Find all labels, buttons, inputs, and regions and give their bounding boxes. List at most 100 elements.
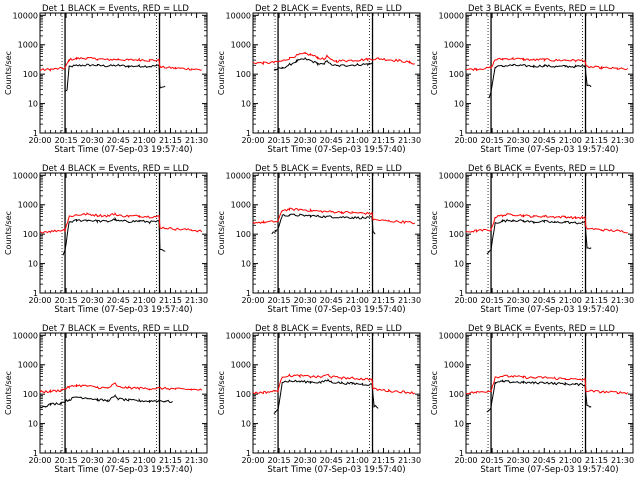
x-tick-label: 21:00 xyxy=(133,136,156,145)
chart-panel: Det 8 BLACK = Events, RED = LLD 1 10 100 100… xyxy=(217,324,421,475)
x-tick-label: 20:30 xyxy=(507,136,530,145)
x-tick-label: 21:00 xyxy=(559,136,582,145)
chart-title: Det 2 BLACK = Events, RED = LLD xyxy=(255,4,402,14)
chart-panel: Det 2 BLACK = Events, RED = LLD 1 10 100 100… xyxy=(217,4,421,155)
y-axis-label: Counts/sec xyxy=(430,211,439,255)
x-tick-label: 21:15 xyxy=(372,456,395,465)
x-tick-label: 20:45 xyxy=(533,296,556,305)
y-tick-label: 100 xyxy=(23,70,38,79)
y-tick-label: 100 xyxy=(449,70,464,79)
x-tick-label: 21:00 xyxy=(559,296,582,305)
chart-panel: Det 4 BLACK = Events, RED = LLD 1 10 100 100… xyxy=(4,164,208,315)
chart-title: Det 3 BLACK = Events, RED = LLD xyxy=(468,4,615,14)
x-tick-label: 20:00 xyxy=(241,456,264,465)
x-tick-label: 20:30 xyxy=(507,456,530,465)
chart-title: Det 8 BLACK = Events, RED = LLD xyxy=(255,324,402,334)
chart-panel: Det 3 BLACK = Events, RED = LLD 1 10 100 100… xyxy=(430,4,634,155)
x-tick-label: 20:45 xyxy=(107,296,130,305)
y-tick-label: 10 xyxy=(28,260,38,269)
chart-title: Det 1 BLACK = Events, RED = LLD xyxy=(42,4,189,14)
y-tick-label: 100 xyxy=(236,230,251,239)
x-tick-label: 20:15 xyxy=(268,296,291,305)
chart-title: Det 9 BLACK = Events, RED = LLD xyxy=(468,324,615,334)
x-tick-label: 20:15 xyxy=(55,456,78,465)
x-tick-label: 20:15 xyxy=(55,296,78,305)
x-tick-label: 20:45 xyxy=(533,136,556,145)
chart-panel: Det 7 BLACK = Events, RED = LLD 1 10 100 100… xyxy=(4,324,208,475)
x-tick-label: 21:00 xyxy=(346,456,369,465)
y-axis-label: Counts/sec xyxy=(4,371,13,415)
x-tick-label: 20:00 xyxy=(454,296,477,305)
y-tick-label: 10 xyxy=(454,420,464,429)
y-tick-label: 10000 xyxy=(13,171,38,180)
x-axis-label: Start Time (07-Sep-03 19:57:40) xyxy=(267,465,405,475)
y-tick-label: 10000 xyxy=(439,171,464,180)
x-tick-label: 20:00 xyxy=(454,456,477,465)
x-axis-label: Start Time (07-Sep-03 19:57:40) xyxy=(267,145,405,155)
y-tick-label: 1 xyxy=(459,129,464,138)
x-tick-label: 21:30 xyxy=(185,136,208,145)
y-tick-label: 1000 xyxy=(18,201,38,210)
x-tick-label: 21:30 xyxy=(398,296,421,305)
x-tick-label: 20:00 xyxy=(241,296,264,305)
y-tick-label: 1 xyxy=(459,289,464,298)
y-tick-label: 10 xyxy=(28,420,38,429)
x-tick-label: 21:15 xyxy=(585,456,608,465)
y-tick-label: 1000 xyxy=(231,201,251,210)
y-tick-label: 10000 xyxy=(13,331,38,340)
lld-series-line xyxy=(252,373,416,395)
y-axis-label: Counts/sec xyxy=(4,211,13,255)
y-tick-label: 10 xyxy=(28,100,38,109)
y-tick-label: 10000 xyxy=(226,11,251,20)
x-tick-label: 21:30 xyxy=(185,296,208,305)
chart-title: Det 4 BLACK = Events, RED = LLD xyxy=(42,164,189,174)
chart-title: Det 6 BLACK = Events, RED = LLD xyxy=(468,164,615,174)
events-series-line xyxy=(39,394,173,409)
x-tick-label: 21:00 xyxy=(133,456,156,465)
y-tick-label: 10 xyxy=(454,260,464,269)
x-tick-label: 21:00 xyxy=(346,136,369,145)
events-series-line xyxy=(64,63,166,92)
chart-panel: Det 1 BLACK = Events, RED = LLD 1 10 100 100… xyxy=(4,4,208,155)
events-series-line xyxy=(486,218,592,255)
y-tick-label: 100 xyxy=(236,390,251,399)
x-tick-label: 20:00 xyxy=(241,136,264,145)
x-tick-label: 20:45 xyxy=(320,456,343,465)
chart-panel: Det 9 BLACK = Events, RED = LLD 1 10 100 100… xyxy=(430,324,634,475)
y-tick-label: 10 xyxy=(454,100,464,109)
x-tick-label: 21:30 xyxy=(611,456,634,465)
y-tick-label: 10 xyxy=(241,260,251,269)
x-tick-label: 21:15 xyxy=(585,296,608,305)
x-axis-label: Start Time (07-Sep-03 19:57:40) xyxy=(480,465,618,475)
y-tick-label: 100 xyxy=(449,230,464,239)
lld-series-line xyxy=(39,382,203,394)
y-tick-label: 1 xyxy=(33,129,38,138)
lld-series-line xyxy=(39,56,202,72)
y-tick-label: 1 xyxy=(246,449,251,458)
x-axis-label: Start Time (07-Sep-03 19:57:40) xyxy=(54,305,192,315)
y-tick-label: 10000 xyxy=(439,331,464,340)
x-tick-label: 20:15 xyxy=(268,136,291,145)
x-tick-label: 21:30 xyxy=(185,456,208,465)
events-series-line xyxy=(271,213,376,235)
lld-series-line xyxy=(39,211,203,234)
y-tick-label: 10 xyxy=(241,100,251,109)
x-tick-label: 20:30 xyxy=(294,456,317,465)
events-series-line xyxy=(62,216,166,256)
x-tick-label: 21:30 xyxy=(611,296,634,305)
x-tick-label: 20:00 xyxy=(28,456,51,465)
y-axis-label: Counts/sec xyxy=(217,51,226,95)
x-tick-label: 21:15 xyxy=(159,456,182,465)
y-tick-label: 1000 xyxy=(231,41,251,50)
y-tick-label: 1000 xyxy=(444,41,464,50)
y-tick-label: 10000 xyxy=(439,11,464,20)
x-tick-label: 20:30 xyxy=(81,456,104,465)
y-tick-label: 10000 xyxy=(226,331,251,340)
lld-series-line xyxy=(465,56,629,72)
x-tick-label: 21:15 xyxy=(372,296,395,305)
events-series-line xyxy=(273,378,379,415)
x-tick-label: 20:15 xyxy=(55,136,78,145)
x-tick-label: 20:15 xyxy=(268,456,291,465)
x-tick-label: 20:45 xyxy=(320,296,343,305)
events-series-line xyxy=(486,379,592,413)
